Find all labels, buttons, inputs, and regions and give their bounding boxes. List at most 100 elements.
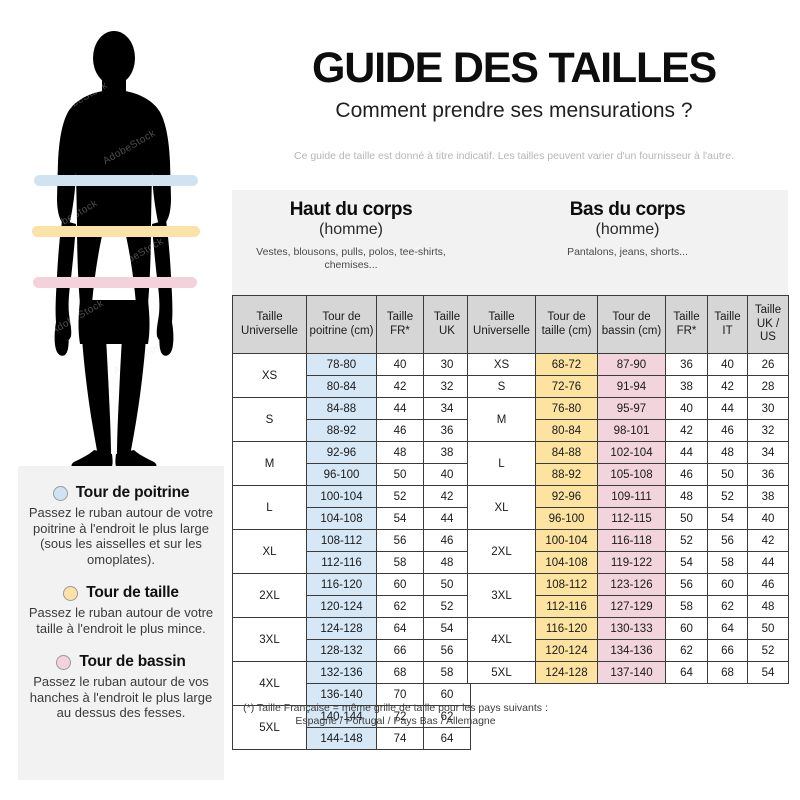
table-garment-list: Pantalons, jeans, shorts... [567,246,688,258]
column-header: Tour de poitrine (cm) [306,295,377,354]
table-cell: 109-111 [597,485,666,508]
table-cell: 50 [707,463,748,486]
table-cell: 32 [747,419,789,442]
table-cell: 34 [423,397,471,420]
table-cell: 92-96 [306,441,377,464]
table-cell: 78-80 [306,353,377,376]
column-header: Taille UK [423,295,471,354]
table-cell: 44 [423,507,471,530]
table-cell: 48 [747,595,789,618]
table-header-row: Taille Universelle Tour de poitrine (cm) T… [232,295,471,354]
table-cell: 72 [376,705,424,728]
table-row: M 76-80 95-97 40 44 30 [467,397,789,442]
table-row: 120-124 134-136 62 66 52 [468,639,789,662]
size-label-cell: M [467,397,536,442]
table-cell: 26 [747,353,789,376]
table-cell: 64 [423,727,471,750]
table-cell: 124-128 [306,617,377,640]
table-row: M 92-96 48 38 [232,441,471,486]
table-cell: 112-115 [597,507,666,530]
table-cell: 60 [665,617,708,640]
table-header-row: Taille Universelle Tour de taille (cm) Tou… [467,295,789,354]
table-cell: 36 [423,419,471,442]
table-cell: 50 [747,617,789,640]
table-cell: 105-108 [597,463,666,486]
table-cell: 116-120 [535,617,598,640]
table-cell: 112-116 [535,595,598,618]
table-row: 128-132 66 56 [233,639,471,662]
table-row: XS 78-80 40 30 [232,353,471,398]
column-header: Taille FR* [376,295,424,354]
legend-item-description: Passez le ruban autour de votre poitrine… [28,505,214,567]
table-cell: 52 [707,485,748,508]
page-subtitle: Comment prendre ses mensurations ? [335,99,693,122]
table-cell: 100-104 [535,529,598,552]
table-cell: 108-112 [535,573,598,596]
table-row: 4XL 132-136 68 58 [232,661,471,706]
table-row: 3XL 124-128 64 54 [232,617,471,662]
table-cell: 62 [376,595,424,618]
size-label-cell: XL [232,529,307,574]
column-header: Taille IT [707,295,748,354]
column-header: Taille Universelle [232,295,307,354]
size-label-cell: S [232,397,307,442]
size-label-cell: L [232,485,307,530]
chest-measure-band [34,175,198,186]
table-cell: 46 [747,573,789,596]
table-cell: 40 [747,507,789,530]
size-label-cell: 3XL [232,617,307,662]
table-cell: 52 [376,485,424,508]
table-row: 2XL 116-120 60 50 [232,573,471,618]
table-row: XL 92-96 109-111 48 52 38 [467,485,789,530]
table-cell: 76-80 [535,397,598,420]
table-cell: 68 [707,661,748,684]
table-cell: 95-97 [597,397,666,420]
size-label-cell: XS [467,353,536,376]
table-cell: 30 [423,353,471,376]
table-cell: 66 [376,639,424,662]
legend-item-hips: Tour de bassin Passez le ruban autour de… [24,653,218,721]
table-cell: 144-148 [306,727,377,750]
hips-measure-band [33,277,197,288]
table-cell: 56 [376,529,424,552]
table-cell: 68 [376,661,424,684]
table-cell: 48 [665,485,708,508]
table-cell: 60 [423,683,471,706]
table-cell: 62 [665,639,708,662]
table-row: 112-116 127-129 58 62 48 [468,595,789,618]
table-cell: 40 [423,463,471,486]
footnote-line-2: Espagne / Portugal / Pays Bas / Allemagn… [295,715,496,727]
table-row: S 84-88 44 34 [232,397,471,442]
table-cell: 54 [707,507,748,530]
table-cell: 48 [423,551,471,574]
table-cell: 137-140 [597,661,666,684]
table-cell: 48 [376,441,424,464]
legend-head: Tour de bassin [24,653,218,671]
legend-item-description: Passez le ruban autour de vos hanches à … [29,674,213,720]
table-cell: 87-90 [597,353,666,376]
table-cell: 44 [707,397,748,420]
size-label-cell: 4XL [232,661,307,706]
table-cell: 84-88 [306,397,377,420]
table-cell: 42 [665,419,708,442]
table-cell: 140-144 [306,705,377,728]
column-header: Tour de taille (cm) [535,295,598,354]
legend-item-title: Tour de poitrine [75,484,190,501]
table-cell: 36 [665,353,708,376]
table-cell: 56 [665,573,708,596]
waist-color-dot [63,585,79,601]
legend-item-waist: Tour de taille Passez le ruban autour de… [24,584,218,636]
table-row: 120-124 62 52 [233,595,471,618]
column-header: Taille Universelle [467,295,536,354]
table-row: 144-148 74 64 [233,727,471,750]
table-cell: 50 [376,463,424,486]
size-label-cell: 5XL [232,705,307,750]
table-cell: 112-116 [306,551,377,574]
table-cell: 120-124 [535,639,598,662]
table-cell: 38 [665,375,708,398]
table-cell: 91-94 [597,375,666,398]
table-cell: 80-84 [535,419,598,442]
table-cell: 84-88 [535,441,598,464]
table-body: XS 78-80 40 30 80-84 42 32 S 84-88 44 34 88-92 46 36 M… [232,353,471,750]
table-cell: 42 [423,485,471,508]
